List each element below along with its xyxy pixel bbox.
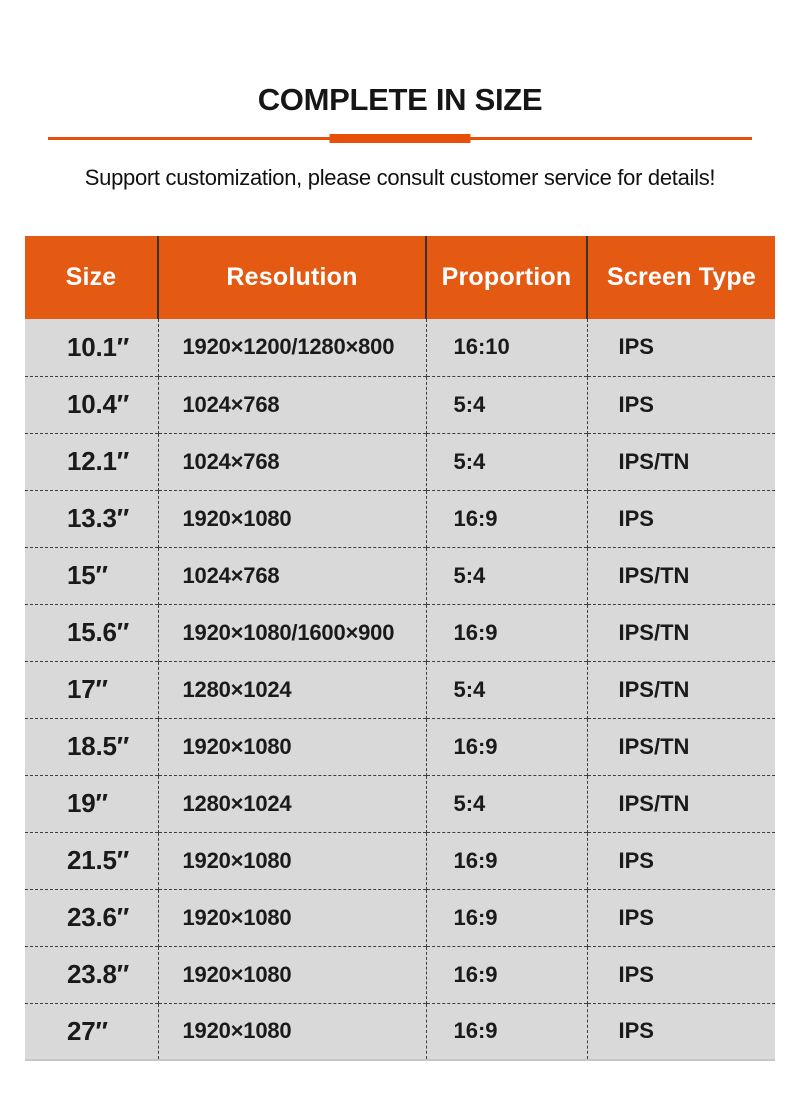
cell-resolution: 1920×1080 xyxy=(157,831,426,889)
cell-resolution: 1920×1080 xyxy=(157,489,426,547)
cell-screen-type: IPS/TN xyxy=(586,432,775,490)
cell-resolution: 1024×768 xyxy=(157,546,426,604)
cell-size: 13.3″ xyxy=(25,489,158,547)
title-divider xyxy=(48,134,752,143)
cell-screen-type: IPS xyxy=(586,489,775,547)
cell-screen-type: IPS/TN xyxy=(586,717,775,775)
cell-screen-type: IPS xyxy=(586,1002,775,1061)
cell-proportion: 5:4 xyxy=(425,546,587,604)
cell-size: 17″ xyxy=(25,660,158,718)
cell-size: 15.6″ xyxy=(25,603,158,661)
cell-resolution: 1920×1080/1600×900 xyxy=(157,603,426,661)
column-header-screen-type: Screen Type xyxy=(586,236,775,319)
table-row: 12.1″ 1024×768 5:4 IPS/TN xyxy=(25,432,775,490)
cell-proportion: 16:9 xyxy=(425,489,587,547)
cell-proportion: 16:9 xyxy=(425,831,587,889)
table-row: 17″ 1280×1024 5:4 IPS/TN xyxy=(25,660,775,718)
cell-proportion: 16:10 xyxy=(425,319,587,376)
cell-size: 12.1″ xyxy=(25,432,158,490)
table-row: 15″ 1024×768 5:4 IPS/TN xyxy=(25,546,775,604)
cell-resolution: 1920×1080 xyxy=(157,888,426,946)
cell-resolution: 1024×768 xyxy=(157,432,426,490)
cell-proportion: 16:9 xyxy=(425,945,587,1003)
cell-screen-type: IPS/TN xyxy=(586,774,775,832)
cell-screen-type: IPS xyxy=(586,888,775,946)
cell-screen-type: IPS/TN xyxy=(586,546,775,604)
cell-screen-type: IPS xyxy=(586,945,775,1003)
column-header-size: Size xyxy=(25,236,158,319)
cell-screen-type: IPS xyxy=(586,375,775,433)
cell-proportion: 5:4 xyxy=(425,774,587,832)
divider-accent-bar xyxy=(329,134,471,143)
cell-resolution: 1024×768 xyxy=(157,375,426,433)
table-row: 18.5″ 1920×1080 16:9 IPS/TN xyxy=(25,717,775,775)
cell-screen-type: IPS/TN xyxy=(586,660,775,718)
cell-resolution: 1920×1080 xyxy=(157,945,426,1003)
column-header-resolution: Resolution xyxy=(157,236,426,319)
cell-size: 23.8″ xyxy=(25,945,158,1003)
cell-proportion: 5:4 xyxy=(425,375,587,433)
table-row: 21.5″ 1920×1080 16:9 IPS xyxy=(25,831,775,889)
header-row: Size Resolution Proportion Screen Type xyxy=(25,236,775,319)
cell-proportion: 16:9 xyxy=(425,717,587,775)
spec-table: Size Resolution Proportion Screen Type 1… xyxy=(25,236,775,1061)
cell-resolution: 1920×1200/1280×800 xyxy=(157,319,426,376)
cell-size: 27″ xyxy=(25,1002,158,1061)
table-row: 19″ 1280×1024 5:4 IPS/TN xyxy=(25,774,775,832)
cell-resolution: 1280×1024 xyxy=(157,774,426,832)
cell-proportion: 5:4 xyxy=(425,660,587,718)
table-row: 10.4″ 1024×768 5:4 IPS xyxy=(25,375,775,433)
cell-proportion: 16:9 xyxy=(425,603,587,661)
cell-screen-type: IPS xyxy=(586,831,775,889)
cell-proportion: 16:9 xyxy=(425,1002,587,1061)
cell-size: 18.5″ xyxy=(25,717,158,775)
table-row: 13.3″ 1920×1080 16:9 IPS xyxy=(25,489,775,547)
cell-proportion: 16:9 xyxy=(425,888,587,946)
cell-size: 21.5″ xyxy=(25,831,158,889)
column-header-proportion: Proportion xyxy=(425,236,587,319)
cell-size: 23.6″ xyxy=(25,888,158,946)
spec-table-header: Size Resolution Proportion Screen Type xyxy=(25,236,775,319)
cell-resolution: 1920×1080 xyxy=(157,1002,426,1061)
cell-screen-type: IPS/TN xyxy=(586,603,775,661)
table-row: 15.6″ 1920×1080/1600×900 16:9 IPS/TN xyxy=(25,603,775,661)
cell-proportion: 5:4 xyxy=(425,432,587,490)
cell-resolution: 1920×1080 xyxy=(157,717,426,775)
table-row: 23.6″ 1920×1080 16:9 IPS xyxy=(25,888,775,946)
table-row: 10.1″ 1920×1200/1280×800 16:10 IPS xyxy=(25,319,775,376)
cell-screen-type: IPS xyxy=(586,319,775,376)
table-row: 27″ 1920×1080 16:9 IPS xyxy=(25,1002,775,1061)
cell-size: 10.1″ xyxy=(25,319,158,376)
table-row: 23.8″ 1920×1080 16:9 IPS xyxy=(25,945,775,1003)
spec-table-body: 10.1″ 1920×1200/1280×800 16:10 IPS 10.4″… xyxy=(25,319,775,1061)
page-title: COMPLETE IN SIZE xyxy=(257,82,543,117)
cell-size: 15″ xyxy=(25,546,158,604)
cell-size: 10.4″ xyxy=(25,375,158,433)
cell-resolution: 1280×1024 xyxy=(157,660,426,718)
cell-size: 19″ xyxy=(25,774,158,832)
subtitle: Support customization, please consult cu… xyxy=(84,165,716,190)
